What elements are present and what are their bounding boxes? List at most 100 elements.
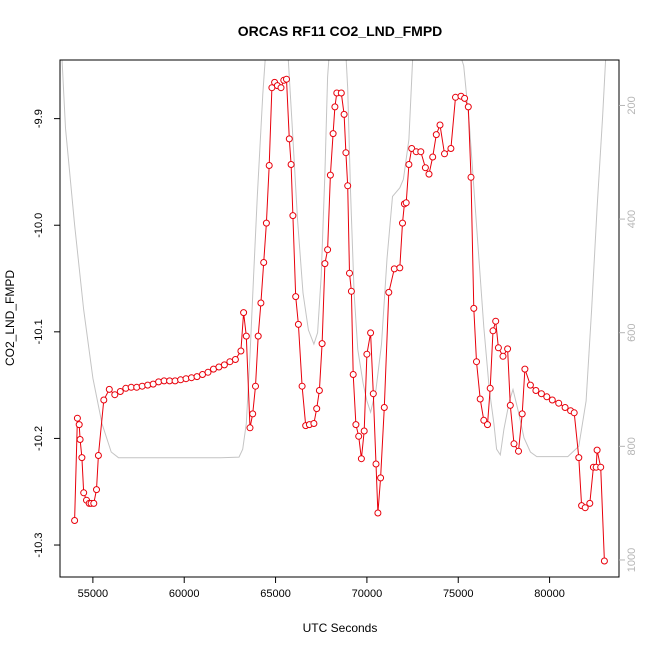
right-tick-label: 600 bbox=[626, 324, 638, 342]
data-point bbox=[476, 395, 484, 403]
data-point bbox=[486, 384, 494, 392]
data-point bbox=[237, 347, 245, 355]
data-point bbox=[464, 103, 472, 111]
data-point bbox=[575, 454, 583, 462]
data-point bbox=[355, 432, 363, 440]
data-point bbox=[73, 414, 81, 422]
data-point bbox=[289, 212, 297, 220]
data-point bbox=[100, 396, 108, 404]
data-point bbox=[377, 474, 385, 482]
data-point bbox=[138, 382, 146, 390]
data-point bbox=[349, 371, 357, 378]
data-point bbox=[385, 288, 393, 296]
data-point bbox=[71, 517, 79, 524]
x-tick-label: 60000 bbox=[169, 588, 200, 600]
data-point bbox=[352, 421, 360, 429]
x-tick-label: 65000 bbox=[260, 588, 291, 600]
data-point bbox=[586, 499, 594, 507]
data-point bbox=[484, 421, 491, 429]
data-point bbox=[470, 304, 478, 312]
y-axis-label: CO2_LND_FMPD bbox=[3, 270, 17, 366]
data-point bbox=[340, 110, 348, 118]
data-point bbox=[515, 447, 522, 455]
data-point bbox=[593, 446, 601, 454]
data-point bbox=[347, 287, 355, 295]
data-point bbox=[429, 153, 437, 161]
data-point bbox=[242, 332, 250, 340]
data-point bbox=[561, 404, 569, 411]
data-point bbox=[324, 246, 332, 254]
data-point bbox=[360, 427, 368, 435]
data-point bbox=[380, 404, 388, 411]
y-tick-label: -10.0 bbox=[33, 213, 45, 238]
data-point bbox=[240, 309, 248, 317]
data-point bbox=[425, 170, 433, 178]
data-point bbox=[555, 399, 563, 407]
x-tick-label: 75000 bbox=[443, 588, 474, 600]
data-point bbox=[220, 361, 228, 369]
data-point bbox=[494, 344, 502, 352]
data-point bbox=[402, 199, 410, 207]
data-point bbox=[510, 440, 518, 448]
data-point bbox=[116, 388, 124, 395]
data-point bbox=[432, 131, 440, 139]
y-axis: -10.3 -10.2 -10.1 -10.0 -9.9 bbox=[33, 109, 60, 558]
data-point bbox=[329, 130, 337, 138]
data-point bbox=[277, 84, 285, 92]
data-point bbox=[447, 145, 455, 152]
data-point bbox=[265, 162, 273, 169]
x-tick-label: 70000 bbox=[352, 588, 383, 600]
data-point bbox=[390, 265, 398, 273]
data-point bbox=[372, 460, 380, 468]
data-point bbox=[357, 455, 365, 463]
data-point bbox=[155, 378, 163, 386]
data-point bbox=[78, 454, 86, 462]
data-point bbox=[417, 148, 425, 156]
data-point bbox=[461, 94, 469, 102]
data-point bbox=[532, 387, 540, 394]
x-axis: 55000 60000 65000 70000 75000 80000 bbox=[78, 577, 565, 600]
secondary-series-line bbox=[61, 60, 607, 459]
data-point bbox=[182, 375, 190, 383]
data-point bbox=[363, 350, 371, 358]
data-point bbox=[504, 345, 512, 353]
data-point bbox=[499, 352, 507, 360]
data-point bbox=[369, 390, 377, 398]
data-point bbox=[346, 269, 353, 277]
data-point bbox=[441, 150, 448, 158]
data-point bbox=[94, 452, 102, 459]
right-tick-label: 200 bbox=[626, 96, 638, 114]
data-point bbox=[543, 393, 551, 401]
data-point bbox=[436, 121, 444, 129]
data-point bbox=[600, 557, 608, 565]
data-point bbox=[506, 401, 514, 409]
data-point bbox=[331, 103, 339, 111]
plot-frame bbox=[59, 59, 620, 578]
data-point bbox=[283, 75, 290, 83]
data-point bbox=[342, 149, 350, 157]
primary-series-layer bbox=[71, 75, 608, 565]
data-point bbox=[597, 463, 605, 471]
data-point bbox=[313, 405, 321, 413]
data-point bbox=[93, 486, 100, 494]
data-point bbox=[570, 409, 578, 417]
data-point bbox=[298, 382, 306, 390]
data-point bbox=[521, 365, 529, 373]
data-point bbox=[249, 410, 257, 418]
data-point bbox=[171, 377, 179, 385]
data-point bbox=[204, 368, 212, 376]
data-point bbox=[80, 489, 88, 497]
y-tick-label: -9.9 bbox=[33, 109, 45, 128]
data-point bbox=[246, 424, 254, 432]
data-point bbox=[537, 390, 545, 398]
data-point bbox=[260, 259, 268, 266]
data-point bbox=[75, 421, 83, 429]
data-point bbox=[344, 182, 352, 190]
x-tick-label: 55000 bbox=[78, 588, 109, 600]
data-point bbox=[467, 173, 475, 181]
data-point bbox=[310, 420, 318, 427]
data-point bbox=[254, 332, 262, 340]
data-point bbox=[285, 135, 293, 143]
